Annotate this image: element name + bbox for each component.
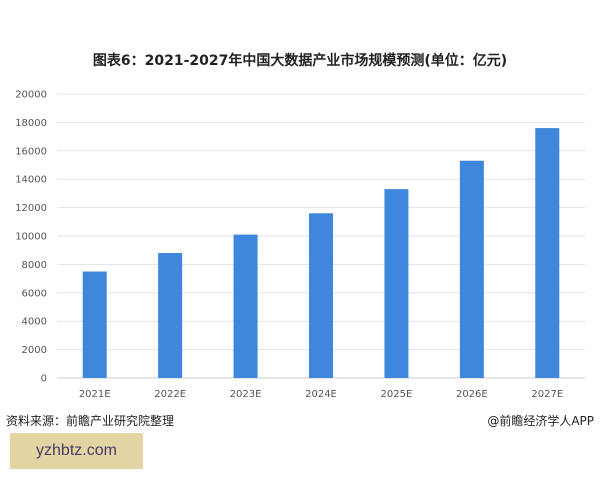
y-tick-label: 14000: [15, 175, 47, 186]
bar: [309, 213, 333, 378]
site-watermark[interactable]: yzhbtz.com: [10, 433, 143, 469]
x-tick-label: 2024E: [305, 389, 337, 400]
y-tick-label: 8000: [22, 260, 47, 271]
bar: [82, 271, 107, 378]
y-tick-label: 2000: [22, 345, 47, 356]
bar: [158, 253, 183, 378]
y-tick-label: 10000: [15, 232, 47, 243]
y-tick-label: 16000: [15, 146, 47, 157]
credit-note: @前瞻经济学人APP: [487, 414, 594, 428]
y-tick-label: 12000: [15, 203, 47, 214]
y-tick-label: 0: [41, 374, 47, 385]
x-tick-label: 2025E: [381, 389, 413, 400]
y-tick-label: 4000: [22, 317, 47, 328]
x-tick-label: 2027E: [531, 389, 563, 400]
bar-chart: 0 2000 4000 6000 8000 10000 12000 14000 16000 180…: [15, 90, 585, 400]
bar: [459, 160, 484, 378]
x-tick-label: 2022E: [154, 389, 186, 400]
x-tick-label: 2023E: [230, 389, 262, 400]
x-tick-label: 2021E: [79, 389, 111, 400]
y-tick-label: 20000: [15, 90, 47, 101]
bar: [233, 234, 258, 378]
source-note: 资料来源：前瞻产业研究院整理: [6, 414, 175, 428]
chart-title: 图表6：2021-2027年中国大数据产业市场规模预测(单位：亿元): [92, 53, 508, 69]
y-tick-label: 6000: [22, 288, 47, 299]
bar: [384, 189, 409, 378]
x-tick-label: 2026E: [456, 389, 488, 400]
y-tick-label: 18000: [15, 118, 47, 129]
bar: [535, 128, 560, 378]
